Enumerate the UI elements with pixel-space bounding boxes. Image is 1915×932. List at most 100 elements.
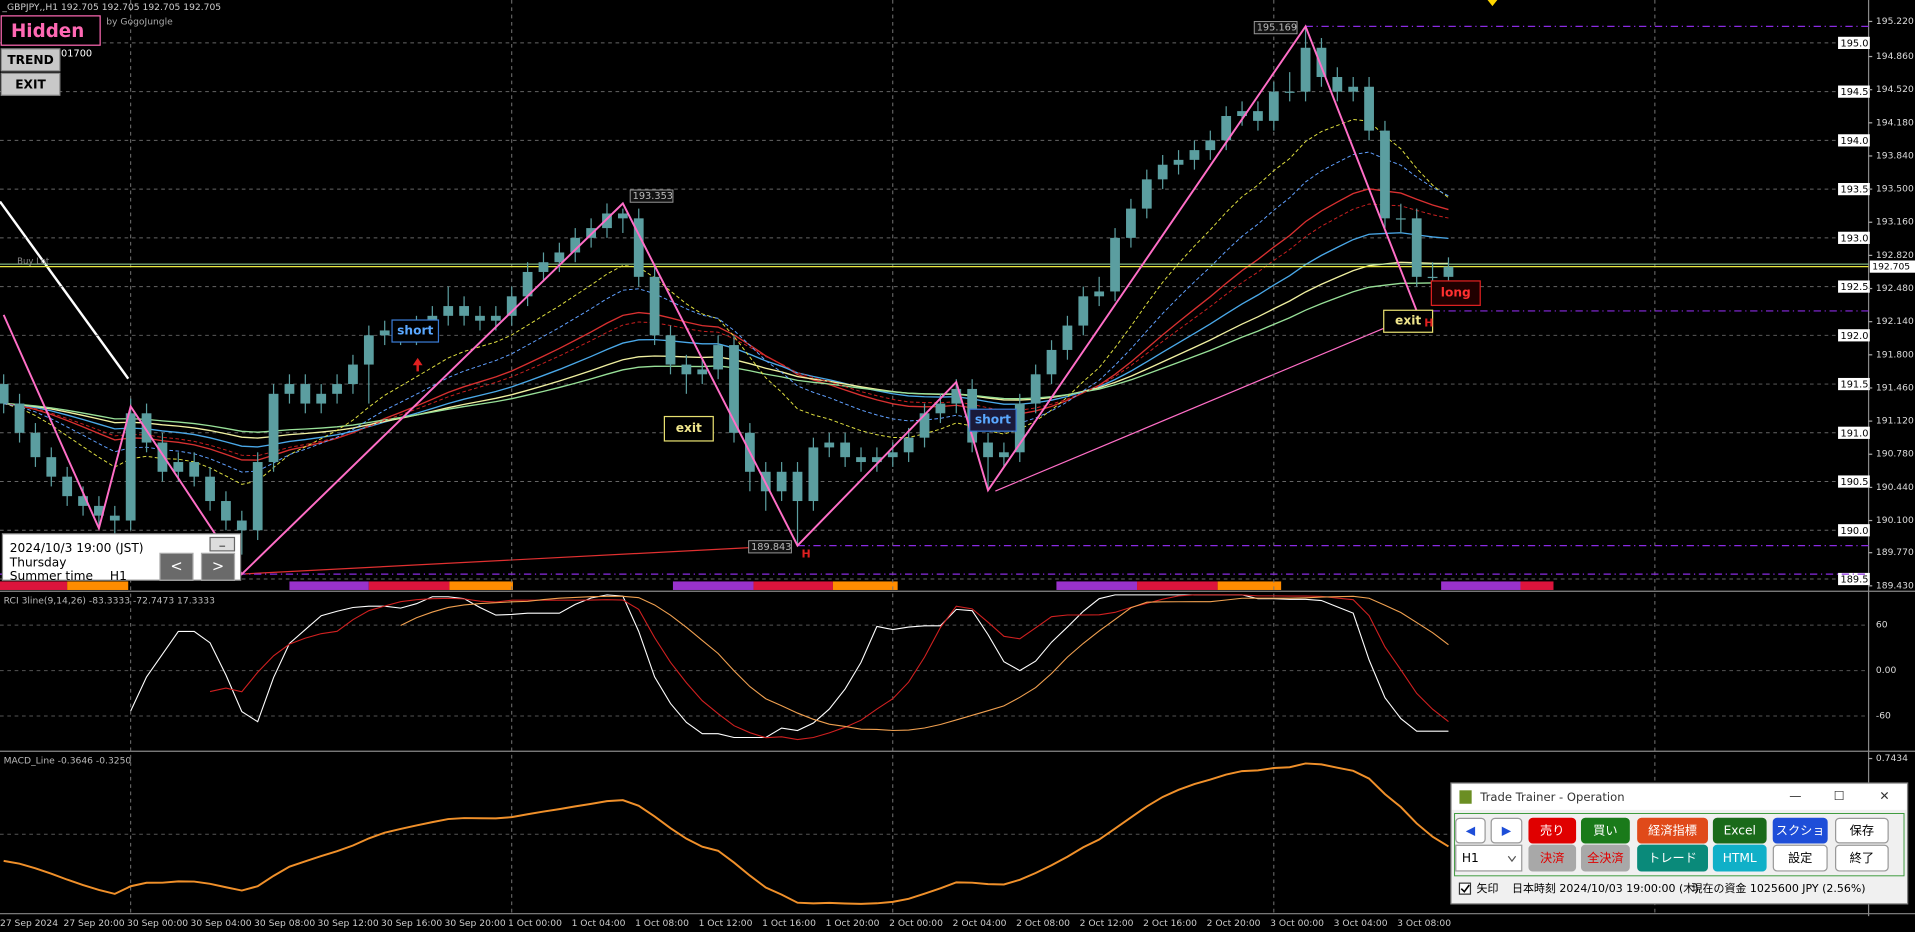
action-button[interactable] [1712, 844, 1767, 872]
y-tick-label: 191.120 [1876, 416, 1914, 427]
action-button[interactable] [1455, 817, 1486, 844]
action-button[interactable] [1835, 844, 1889, 872]
candle-body [78, 496, 88, 506]
checkbox[interactable] [1458, 882, 1472, 895]
nav-button-label: > [212, 558, 224, 575]
grid-label-box [1838, 329, 1870, 342]
moving-average [3, 118, 1449, 485]
nav-button[interactable] [159, 552, 194, 581]
panel-button[interactable] [0, 72, 61, 96]
timeframe-select[interactable] [1455, 844, 1523, 872]
candle-body [141, 413, 152, 443]
candle-body [205, 476, 215, 502]
y-tick-label: 0.7434 [1876, 753, 1908, 764]
trendline [0, 200, 130, 380]
panel-button-label: TREND [7, 53, 53, 67]
action-button[interactable] [1528, 817, 1577, 844]
grid-label: 194.5 [1841, 87, 1869, 98]
current-price-box [1869, 260, 1915, 273]
action-button[interactable] [1637, 844, 1708, 872]
window-title: Trade Trainer - Operation [1479, 790, 1624, 804]
action-button[interactable] [1772, 844, 1828, 872]
price-label-box [1253, 21, 1298, 35]
checkbox-label: 矢印 [1477, 881, 1499, 895]
rci-line [400, 595, 1449, 732]
info-weekday: Thursday [9, 556, 67, 570]
x-tick-label: 30 Sep 12:00 [318, 918, 379, 929]
nav-button-label: < [170, 558, 182, 575]
grid-label-box [1838, 377, 1870, 391]
x-tick-label: 1 Oct 08:00 [635, 918, 689, 929]
current-price-label: 192.705 [1872, 262, 1910, 273]
action-button-label: 買い [1593, 824, 1617, 838]
value-text: 01700 [61, 49, 92, 60]
candle-body [379, 330, 390, 336]
minimize-button[interactable] [209, 536, 236, 552]
grid-label-box [1838, 524, 1870, 537]
action-button[interactable] [1580, 844, 1630, 872]
grid-label: 191.0 [1841, 428, 1869, 439]
action-button[interactable] [1712, 817, 1767, 844]
grid-label-box [1838, 231, 1870, 244]
signal-box [391, 319, 440, 343]
candle-body [1427, 276, 1438, 279]
candle-body [46, 457, 57, 477]
action-button[interactable] [1528, 844, 1577, 872]
indicator-title: RCI 3line(9,14,26) -83.3333 -72.7473 17.… [4, 595, 215, 606]
candle-body [538, 262, 549, 272]
signal-label: short [397, 324, 433, 338]
grid-label: 191.5 [1841, 380, 1869, 391]
candle-body [1189, 150, 1200, 160]
action-button[interactable] [1835, 817, 1889, 844]
candle-body [94, 505, 104, 516]
signal-box [969, 408, 1017, 432]
y-tick-label: 193.840 [1876, 150, 1914, 161]
window-control[interactable]: ☐ [1834, 789, 1845, 803]
action-button[interactable] [1772, 817, 1828, 844]
candle-body [506, 296, 517, 316]
grid-label: 192.5 [1841, 282, 1869, 293]
buy-lot: Buy Lot [17, 257, 50, 267]
action-button[interactable] [1637, 817, 1708, 844]
action-button[interactable] [1490, 817, 1523, 844]
panel-button[interactable] [0, 48, 61, 72]
info-datetime: 2024/10/3 19:00 (JST) [10, 541, 144, 555]
candle-body [887, 452, 898, 458]
x-tick-label: 1 Oct 04:00 [572, 918, 626, 929]
window-control[interactable]: ✕ [1879, 789, 1889, 803]
trendline [240, 546, 758, 575]
x-tick-label: 2 Oct 20:00 [1207, 918, 1261, 929]
x-tick-label: 27 Sep 20:00 [64, 918, 125, 929]
y-tick-label: 189.770 [1876, 547, 1914, 558]
action-button-label: HTML [1723, 851, 1757, 865]
y-tick-label: 190.440 [1876, 482, 1914, 493]
session-band [1520, 581, 1554, 590]
session-band [449, 581, 513, 590]
candle-body [316, 393, 327, 404]
hidden-button[interactable] [0, 15, 101, 46]
panel-button-label: EXIT [15, 77, 46, 91]
candle-body [633, 218, 644, 277]
app-icon [1459, 790, 1472, 804]
indicator-title: MACD_Line -0.3646 -0.3250 [4, 755, 132, 766]
x-tick-label: 2 Oct 08:00 [1016, 918, 1070, 929]
candle-body [522, 271, 533, 297]
price-label: 193.353 [633, 191, 673, 202]
timeframe-select-label: H1 [1462, 851, 1479, 865]
y-tick-label: 192.140 [1876, 316, 1914, 327]
signal-box [1383, 309, 1434, 333]
candle-body [554, 252, 565, 263]
action-button-label: 全決済 [1587, 850, 1624, 865]
grid-label-box [1838, 475, 1870, 488]
candle-body [1443, 266, 1454, 277]
grid-label-box [1838, 426, 1870, 439]
action-button[interactable] [1580, 817, 1630, 844]
candle-body [872, 457, 882, 463]
candle-body [713, 345, 724, 370]
y-tick-label: 60 [1876, 620, 1888, 631]
action-button-label: ◀ [1466, 824, 1476, 838]
nav-button[interactable] [200, 552, 236, 581]
zigzag [2, 24, 1418, 576]
window-control[interactable]: — [1789, 789, 1801, 803]
action-button-label: スクショ [1776, 824, 1825, 838]
